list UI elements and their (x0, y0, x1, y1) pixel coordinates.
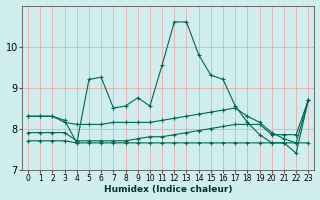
X-axis label: Humidex (Indice chaleur): Humidex (Indice chaleur) (104, 185, 232, 194)
